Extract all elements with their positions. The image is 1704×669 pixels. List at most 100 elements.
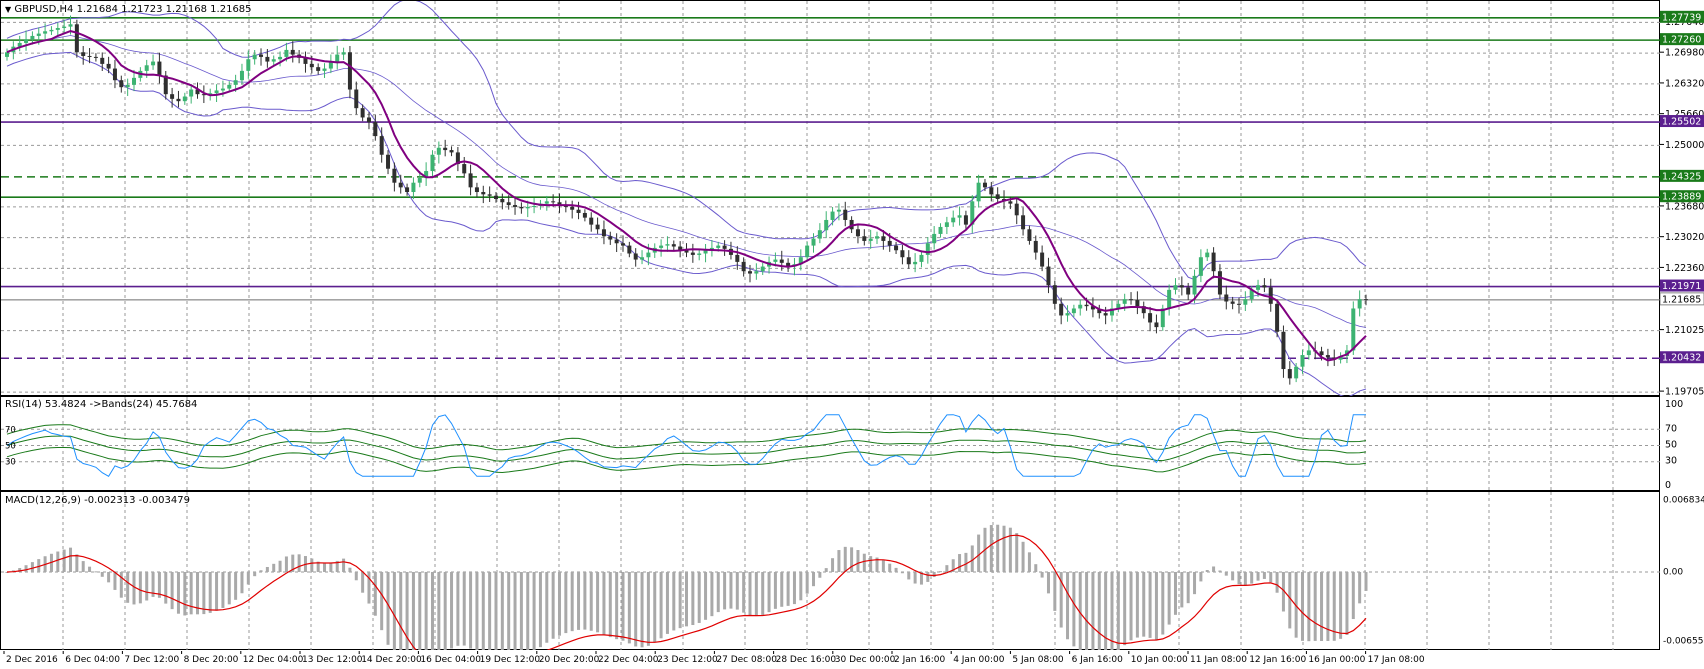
candle-body	[24, 39, 29, 43]
candle-body	[487, 194, 492, 196]
price-tick-label: 1.26980	[1665, 48, 1704, 59]
candle-body	[1046, 266, 1051, 286]
rsi-left-tick-label: 30	[5, 458, 16, 468]
macd-histogram-bar	[1002, 525, 1006, 572]
macd-histogram-bar	[227, 571, 231, 605]
macd-histogram-bar	[945, 565, 949, 572]
candle-body	[513, 205, 518, 207]
candle-body	[328, 61, 333, 69]
candle-body	[1040, 252, 1045, 267]
candle-body	[881, 236, 886, 241]
macd-histogram-bar	[30, 562, 34, 572]
candle-body	[640, 257, 645, 260]
time-tick-label: 30 Dec 00:00	[835, 655, 896, 665]
macd-histogram-bar	[392, 571, 396, 651]
level-price-box	[1660, 169, 1704, 182]
macd-histogram-bar	[875, 557, 879, 572]
candle-body	[595, 224, 600, 230]
candle-body	[87, 55, 92, 57]
macd-histogram-bar	[176, 571, 180, 614]
candle-body	[132, 77, 137, 85]
rsi-pane[interactable]: 70 50 30 RSI(14) 53.4824 ->Bands(24) 45.76…	[0, 396, 1661, 492]
rsi-label: RSI(14) 53.4824 ->Bands(24) 45.7684	[5, 399, 198, 410]
level-price-label: 1.21685	[1662, 294, 1701, 305]
candle-body	[786, 262, 791, 267]
candle-body	[347, 52, 352, 90]
candle-body	[1249, 289, 1254, 300]
candle-body	[1173, 285, 1178, 290]
macd-histogram-bar	[1021, 541, 1025, 572]
candle-body	[405, 187, 410, 193]
candle-body	[290, 49, 295, 55]
macd-histogram-bar	[399, 571, 403, 651]
macd-histogram-bar	[1072, 571, 1076, 647]
candle-body	[411, 182, 416, 193]
candle-body	[49, 29, 54, 32]
macd-histogram-bar	[843, 546, 847, 572]
time-tick-label: 27 Dec 08:00	[716, 655, 777, 665]
candle-body	[525, 206, 530, 209]
macd-histogram-bar	[894, 567, 898, 572]
candle-body	[322, 68, 327, 71]
macd-histogram-bar	[405, 571, 409, 651]
macd-histogram-bar	[380, 571, 384, 631]
candle-body	[779, 259, 784, 263]
macd-histogram-bar	[18, 568, 22, 572]
macd-histogram-bar	[532, 571, 536, 651]
candle-body	[5, 52, 9, 57]
candle-body	[398, 182, 403, 188]
collapse-arrow-icon[interactable]: ▼	[5, 5, 12, 14]
candle-body	[519, 206, 524, 209]
time-tick-label: 28 Dec 16:00	[776, 655, 837, 665]
macd-histogram-bar	[621, 571, 625, 641]
macd-histogram-bar	[545, 571, 549, 643]
macd-histogram-bar	[367, 571, 371, 604]
candle-body	[386, 154, 391, 169]
macd-histogram-bar	[1199, 571, 1203, 582]
candle-body	[1160, 308, 1165, 328]
candle-body	[855, 229, 860, 237]
candle-body	[1129, 299, 1134, 301]
macd-pane[interactable]: MACD(12,26,9) -0.002313 -0.003479	[0, 491, 1661, 651]
time-tick-label: 16 Jan 00:00	[1308, 655, 1365, 665]
time-tick-label: 14 Dec 20:00	[361, 655, 422, 665]
macd-histogram-bar	[1332, 571, 1336, 641]
level-price-label: 1.27739	[1662, 12, 1701, 23]
macd-histogram-bar	[742, 571, 746, 613]
level-price-box	[1659, 292, 1704, 306]
candle-body	[462, 164, 467, 174]
candle-body	[265, 56, 270, 62]
candle-body	[1287, 369, 1292, 379]
macd-histogram-bar	[1262, 571, 1266, 579]
macd-histogram-bar	[659, 571, 663, 639]
candle-body	[284, 49, 289, 57]
rsi-axis-tick-label: 30	[1665, 456, 1677, 467]
candle-body	[735, 254, 740, 262]
macd-histogram-bar	[704, 571, 708, 620]
macd-histogram-bar	[888, 563, 892, 572]
candle-body	[1052, 285, 1057, 304]
macd-histogram-bar	[881, 560, 885, 572]
candle-body	[392, 168, 397, 183]
macd-histogram-bar	[1078, 571, 1082, 650]
macd-histogram-bar	[246, 571, 250, 585]
macd-histogram-bar	[1237, 571, 1241, 585]
price-tick-label: 1.26320	[1665, 78, 1704, 89]
candle-body	[1256, 285, 1261, 290]
level-price-box	[1660, 351, 1704, 364]
macd-histogram-bar	[1358, 571, 1362, 604]
macd-histogram-bar	[284, 556, 288, 572]
macd-histogram-bar	[513, 571, 517, 651]
rsi-axis-tick-label: 100	[1665, 399, 1683, 410]
macd-histogram-bar	[1281, 571, 1285, 612]
candle-body	[1071, 308, 1076, 314]
candle-body	[1205, 252, 1210, 258]
macd-histogram-bar	[157, 571, 161, 598]
level-price-box	[1660, 279, 1704, 292]
moving-average-line	[6, 30, 1367, 362]
macd-axis: 0.006834 0.00 -0.006553	[1660, 491, 1704, 650]
macd-histogram-bar	[183, 571, 187, 616]
candle-body	[671, 244, 676, 247]
candle-body	[303, 57, 308, 64]
price-pane[interactable]: ▼ GBPUSD,H4 1.21684 1.21723 1.21168 1.21…	[0, 0, 1661, 397]
